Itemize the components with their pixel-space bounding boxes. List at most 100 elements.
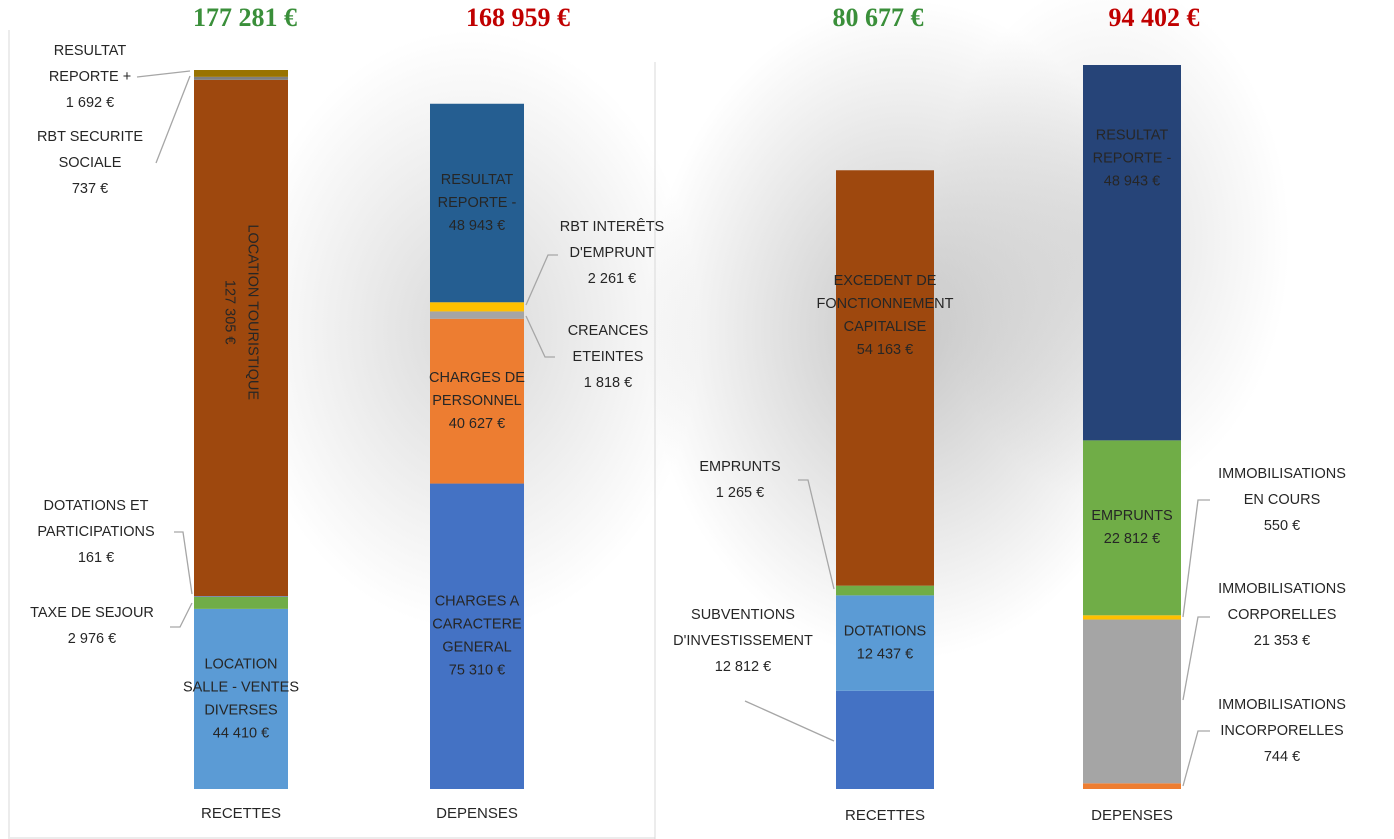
data-label-location-salle-ventes-diverses-line: DIVERSES [204,702,277,718]
axis-label-depenses: DEPENSES [1091,807,1173,824]
callout-label-immobilisations-corporelles: IMMOBILISATIONS CORPORELLES 21 353 € [1218,581,1346,649]
data-label-charges-a-caractere-general-line: 75 310 € [449,663,505,679]
total-label-depenses: 94 402 € [1109,3,1200,32]
data-label-excedent-de-fonctionnement-capitalise-line: 54 163 € [857,342,913,358]
callout-label-emprunts: EMPRUNTS 1 265 € [699,459,780,501]
leader-line-immobilisations-incorporelles [1182,730,1210,787]
data-label-dotations: DOTATIONS 12 437 € [844,623,926,662]
callout-label-rbt-securite-sociale-line: SOCIALE [59,155,122,171]
data-label-charges-a-caractere-general-line: CHARGES A [435,594,520,610]
callout-label-dotations-et-participations-line: 161 € [78,550,114,566]
data-label-location-salle-ventes-diverses-line: LOCATION [204,656,277,672]
axis-label-recettes: RECETTES [845,807,925,824]
data-label-location-touristique: LOCATION TOURISTIQUE 127 305 € [222,224,261,400]
bar-segment-location-touristique [194,79,288,597]
data-label-charges-de-personnel-line: CHARGES DE [429,370,525,386]
callout-label-creances-eteintes-line: CREANCES [568,323,649,339]
callout-label-taxe-de-sejour: TAXE DE SEJOUR 2 976 € [30,605,154,647]
callout-label-resultat-reporte: RESULTAT REPORTE + 1 692 € [49,43,131,111]
callout-label-immobilisations-corporelles-line: 21 353 € [1254,633,1310,649]
data-label-resultat-reporte-line: 48 943 € [1104,174,1160,190]
bar-segment-immobilisations-corporelles [1083,619,1181,784]
callout-label-subventions-d-investissement-line: SUBVENTIONS [691,607,795,623]
data-label-location-salle-ventes-diverses: LOCATION SALLE - VENTES DIVERSES 44 410 € [183,656,299,741]
bar-segment-subventions-d-investissement [836,690,934,789]
data-label-charges-de-personnel-line: 40 627 € [449,416,505,432]
data-label-dotations-line: DOTATIONS [844,623,926,639]
data-label-location-touristique-line: 127 305 € [222,280,238,345]
callout-label-emprunts-line: EMPRUNTS [699,459,780,475]
bar-segment-resultat-reporte [1083,65,1181,441]
leader-line-resultat-reporte [136,70,191,78]
callout-label-rbt-interets-d-emprunt-line: RBT INTERÊTS [560,218,664,235]
data-label-location-salle-ventes-diverses-line: 44 410 € [213,725,269,741]
total-label-recettes: 177 281 € [193,3,297,32]
data-label-resultat-reporte-line: REPORTE - [438,195,517,211]
total-label-depenses: 168 959 € [466,3,570,32]
bar-segment-dotations [836,595,934,691]
leader-line-rbt-securite-sociale [155,75,191,164]
bar-segment-charges-a-caractere-general [430,483,524,789]
leader-line-emprunts [798,479,835,590]
callout-label-subventions-d-investissement: SUBVENTIONS D'INVESTISSEMENT 12 812 € [673,607,813,675]
data-label-resultat-reporte-line: RESULTAT [1096,128,1169,144]
data-label-resultat-reporte-line: REPORTE - [1093,151,1172,167]
data-label-resultat-reporte-line: 48 943 € [449,218,505,234]
callout-label-immobilisations-incorporelles-line: INCORPORELLES [1220,723,1343,739]
data-label-emprunts: EMPRUNTS 22 812 € [1091,508,1172,547]
bar-segment-immobilisations-en-cours [1083,615,1181,620]
callout-label-subventions-d-investissement-line: D'INVESTISSEMENT [673,633,813,649]
callout-label-immobilisations-corporelles-line: CORPORELLES [1228,607,1337,623]
data-label-emprunts-line: 22 812 € [1104,531,1160,547]
bar-segment-emprunts [1083,440,1181,616]
data-label-location-salle-ventes-diverses-line: SALLE - VENTES [183,679,299,695]
leader-line-dotations-et-participations [174,531,193,595]
bar-segment-creances-eteintes [430,311,524,319]
callout-label-immobilisations-corporelles-line: IMMOBILISATIONS [1218,581,1346,597]
data-label-charges-de-personnel-line: PERSONNEL [432,393,521,409]
data-label-resultat-reporte-line: RESULTAT [441,172,514,188]
callout-label-resultat-reporte-line: 1 692 € [66,95,114,111]
callout-label-immobilisations-incorporelles: IMMOBILISATIONS INCORPORELLES 744 € [1218,697,1346,765]
callout-label-creances-eteintes: CREANCES ETEINTES 1 818 € [568,323,649,391]
data-label-excedent-de-fonctionnement-capitalise-line: EXCEDENT DE [834,273,937,289]
callout-label-emprunts-line: 1 265 € [716,485,764,501]
bar-segment-excedent-de-fonctionnement-capitalise [836,170,934,586]
leader-line-immobilisations-en-cours [1182,499,1210,618]
callout-label-immobilisations-en-cours-line: IMMOBILISATIONS [1218,466,1346,482]
data-label-charges-de-personnel: CHARGES DE PERSONNEL 40 627 € [429,370,525,432]
data-label-emprunts-line: EMPRUNTS [1091,508,1172,524]
callout-label-rbt-securite-sociale-line: 737 € [72,181,108,197]
leader-line-rbt-interets-d-emprunt [525,254,558,306]
callout-label-resultat-reporte-line: REPORTE + [49,69,131,85]
callout-label-resultat-reporte-line: RESULTAT [54,43,127,59]
callout-label-immobilisations-en-cours-line: 550 € [1264,518,1300,534]
data-label-resultat-reporte: RESULTAT REPORTE - 48 943 € [1093,128,1172,190]
data-label-charges-a-caractere-general: CHARGES A CARACTERE GENERAL 75 310 € [432,594,522,679]
callout-label-dotations-et-participations-line: DOTATIONS ET [44,498,149,514]
bar-segment-dotations-et-participations [194,596,288,597]
callout-label-rbt-interets-d-emprunt: RBT INTERÊTS D'EMPRUNT 2 261 € [560,218,664,287]
callout-label-creances-eteintes-line: 1 818 € [584,375,632,391]
bar-segment-charges-de-personnel [430,318,524,484]
bar-segment-resultat-reporte [194,70,288,77]
bar-segment-resultat-reporte [430,103,524,303]
bar-segment-immobilisations-incorporelles [1083,783,1181,789]
callout-label-immobilisations-incorporelles-line: IMMOBILISATIONS [1218,697,1346,713]
data-label-location-touristique-line: LOCATION TOURISTIQUE [245,224,261,400]
data-label-excedent-de-fonctionnement-capitalise: EXCEDENT DE FONCTIONNEMENT CAPITALISE 54 16… [817,273,954,358]
callout-label-rbt-interets-d-emprunt-line: D'EMPRUNT [570,245,655,261]
bar-segment-rbt-securite-sociale [194,76,288,80]
bar-segment-rbt-interets-d-emprunt [430,302,524,312]
callout-label-subventions-d-investissement-line: 12 812 € [715,659,771,675]
callout-label-taxe-de-sejour-line: TAXE DE SEJOUR [30,605,154,621]
axis-label-recettes: RECETTES [201,805,281,822]
axis-label-depenses: DEPENSES [436,805,518,822]
callout-label-rbt-securite-sociale-line: RBT SECURITE [37,129,143,145]
data-label-resultat-reporte: RESULTAT REPORTE - 48 943 € [438,172,517,234]
data-label-charges-a-caractere-general-line: CARACTERE [432,617,522,633]
callout-label-immobilisations-en-cours-line: EN COURS [1244,492,1321,508]
bar-segment-location-salle-ventes-diverses [194,608,288,789]
leader-line-subventions-d-investissement [744,700,835,742]
